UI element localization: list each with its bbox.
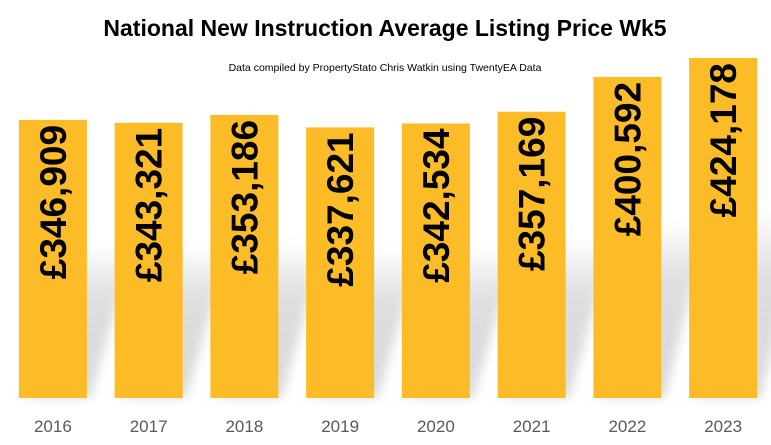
x-tick-2021: 2021 [513,417,551,436]
bar-2018 [210,114,279,398]
x-tick-2016: 2016 [34,417,72,436]
x-tick-2018: 2018 [225,417,263,436]
bar-2021 [497,111,566,398]
chart-title: National New Instruction Average Listing… [103,15,666,41]
data-label-2022: £400,592 [607,82,648,236]
x-tick-2023: 2023 [704,417,742,436]
data-label-2017: £343,321 [129,128,170,282]
x-tick-2017: 2017 [130,417,168,436]
data-label-2021: £357,169 [512,117,553,271]
data-label-2023: £424,178 [703,63,744,217]
bar-2016 [18,119,87,398]
bar-2020 [401,123,470,398]
bars [18,58,758,399]
data-label-2019: £337,621 [320,132,361,286]
bar-2017 [114,122,183,399]
x-tick-2022: 2022 [608,417,646,436]
bar-2022 [593,76,662,398]
data-label-2018: £353,186 [224,120,265,274]
data-label-2016: £346,909 [33,125,74,279]
bar-2019 [306,127,375,398]
x-axis-ticks: 2016 2017 2018 2019 2020 2021 2022 2023 [34,417,742,436]
bar-2023 [689,58,758,398]
x-tick-2019: 2019 [321,417,359,436]
data-label-2020: £342,534 [416,128,457,283]
x-tick-2020: 2020 [417,417,455,436]
chart-subtitle: Data compiled by PropertyStato Chris Wat… [229,62,542,74]
data-labels: £346,909 £343,321 £353,186 £337,621 £342,534… [33,63,744,287]
